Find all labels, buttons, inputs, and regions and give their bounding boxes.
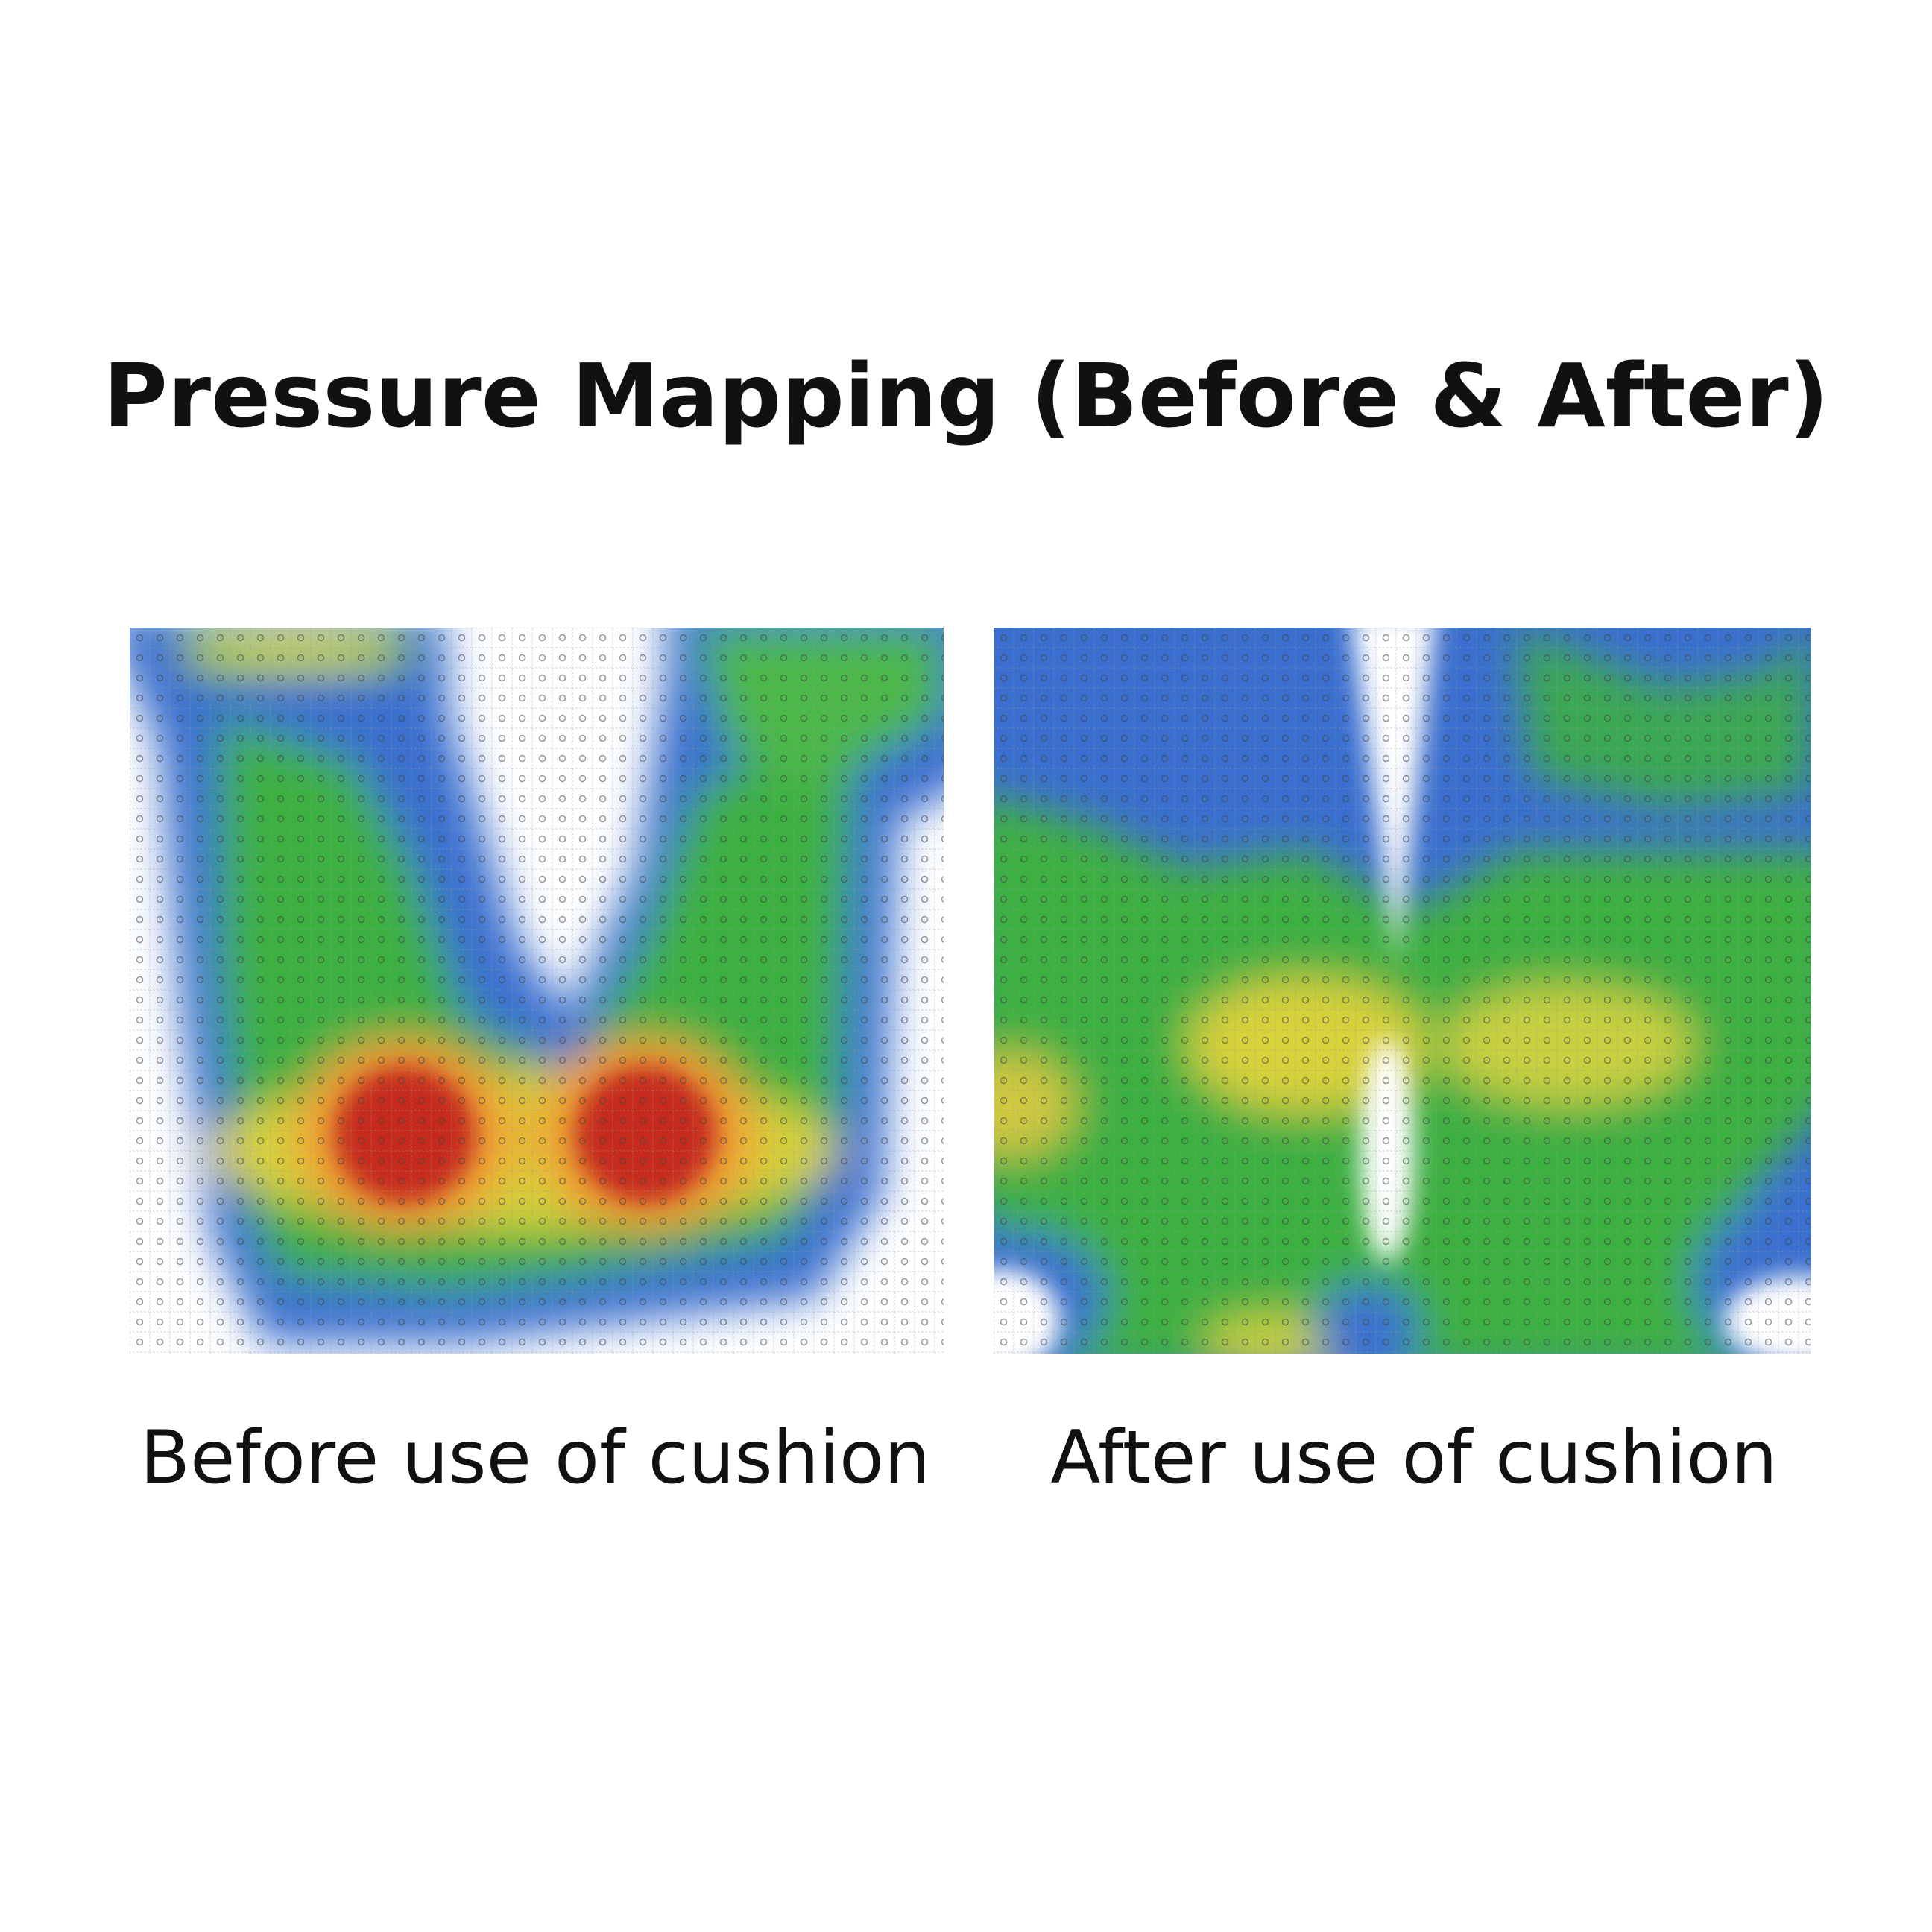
heatmap-before — [130, 628, 944, 1354]
caption-before: Before use of cushion — [140, 1415, 930, 1500]
caption-after: After use of cushion — [1050, 1415, 1777, 1500]
title: Pressure Mapping (Before & After) — [103, 344, 1828, 447]
heatmap-after — [994, 628, 1811, 1354]
